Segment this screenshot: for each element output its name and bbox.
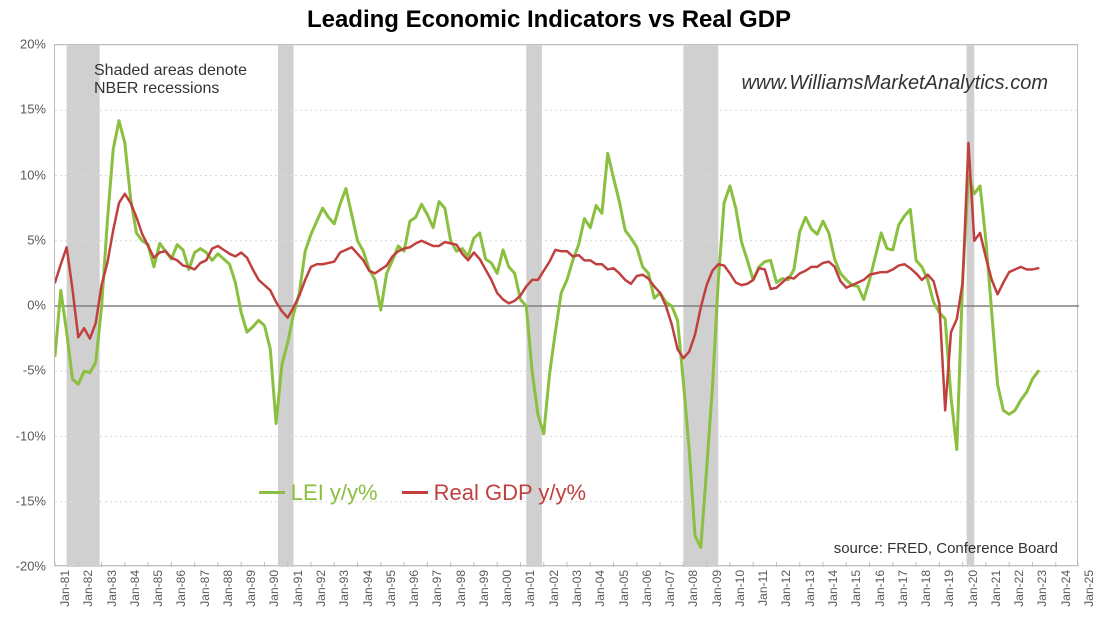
recession-note-line1: Shaded areas denote: [94, 62, 247, 79]
chart-legend: LEI y/y% Real GDP y/y%: [259, 480, 586, 506]
x-axis-tick-label: Jan-20: [966, 570, 980, 607]
y-axis-tick-label: -20%: [0, 559, 46, 574]
x-axis-tick-label: Jan-01: [523, 570, 537, 607]
x-axis-tick-label: Jan-12: [779, 570, 793, 607]
x-axis-tick-label: Jan-19: [942, 570, 956, 607]
x-axis-tick-label: Jan-06: [640, 570, 654, 607]
y-axis-tick-label: -10%: [0, 428, 46, 443]
y-axis-tick-label: -5%: [0, 363, 46, 378]
x-axis-tick-label: Jan-03: [570, 570, 584, 607]
x-axis-tick-label: Jan-11: [756, 570, 770, 606]
x-axis-tick-label: Jan-85: [151, 570, 165, 607]
chart-container: Leading Economic Indicators vs Real GDP …: [0, 0, 1098, 627]
x-axis-tick-label: Jan-82: [81, 570, 95, 607]
x-axis-tick-label: Jan-21: [989, 570, 1003, 607]
x-axis-tick-label: Jan-84: [128, 570, 142, 607]
x-axis-tick-label: Jan-25: [1082, 570, 1096, 607]
x-axis-tick-label: Jan-04: [593, 570, 607, 607]
x-axis-tick-label: Jan-02: [547, 570, 561, 607]
x-axis-tick-label: Jan-88: [221, 570, 235, 607]
x-axis-tick-label: Jan-95: [384, 570, 398, 607]
recession-note: Shaded areas denoteNBER recessions: [94, 62, 247, 98]
x-axis-tick-label: Jan-90: [267, 570, 281, 607]
x-axis-tick-label: Jan-08: [686, 570, 700, 607]
series-line: [55, 143, 1038, 411]
y-axis-tick-label: 15%: [0, 102, 46, 117]
chart-title: Leading Economic Indicators vs Real GDP: [0, 6, 1098, 34]
x-axis-tick-label: Jan-87: [198, 570, 212, 607]
x-axis-tick-label: Jan-05: [617, 570, 631, 607]
x-axis-tick-label: Jan-23: [1035, 570, 1049, 607]
legend-swatch: [259, 491, 285, 494]
x-axis-tick-label: Jan-00: [500, 570, 514, 607]
x-axis-tick-label: Jan-16: [873, 570, 887, 607]
legend-item: Real GDP y/y%: [402, 480, 586, 506]
x-axis-tick-label: Jan-96: [407, 570, 421, 607]
legend-label: LEI y/y%: [291, 480, 378, 506]
x-axis-tick-label: Jan-10: [733, 570, 747, 607]
x-axis-tick-label: Jan-92: [314, 570, 328, 607]
x-axis-tick-label: Jan-13: [803, 570, 817, 607]
source-attribution: source: FRED, Conference Board: [834, 540, 1058, 557]
x-axis-tick-label: Jan-99: [477, 570, 491, 607]
x-axis-tick-label: Jan-93: [337, 570, 351, 607]
y-axis-tick-label: -15%: [0, 493, 46, 508]
y-axis-tick-label: 0%: [0, 298, 46, 313]
x-axis-tick-label: Jan-86: [174, 570, 188, 607]
x-axis-tick-label: Jan-97: [430, 570, 444, 607]
x-axis-tick-label: Jan-91: [291, 570, 305, 607]
x-axis-tick-label: Jan-17: [896, 570, 910, 607]
legend-item: LEI y/y%: [259, 480, 378, 506]
x-axis-tick-label: Jan-09: [710, 570, 724, 607]
legend-swatch: [402, 491, 428, 494]
recession-note-line2: NBER recessions: [94, 80, 219, 97]
x-axis-tick-label: Jan-89: [244, 570, 258, 607]
x-axis-tick-label: Jan-94: [361, 570, 375, 607]
x-axis-tick-label: Jan-18: [919, 570, 933, 607]
x-axis-tick-label: Jan-24: [1059, 570, 1073, 607]
watermark: www.WilliamsMarketAnalytics.com: [741, 72, 1048, 95]
x-axis-tick-label: Jan-98: [454, 570, 468, 607]
x-axis-tick-label: Jan-14: [826, 570, 840, 607]
x-axis-tick-label: Jan-07: [663, 570, 677, 607]
y-axis-tick-label: 5%: [0, 232, 46, 247]
y-axis-tick-label: 20%: [0, 37, 46, 52]
x-axis-tick-label: Jan-83: [105, 570, 119, 607]
x-axis-tick-label: Jan-81: [58, 570, 72, 607]
y-axis-tick-label: 10%: [0, 167, 46, 182]
x-axis-tick-label: Jan-22: [1012, 570, 1026, 607]
x-axis-tick-label: Jan-15: [849, 570, 863, 607]
legend-label: Real GDP y/y%: [434, 480, 586, 506]
